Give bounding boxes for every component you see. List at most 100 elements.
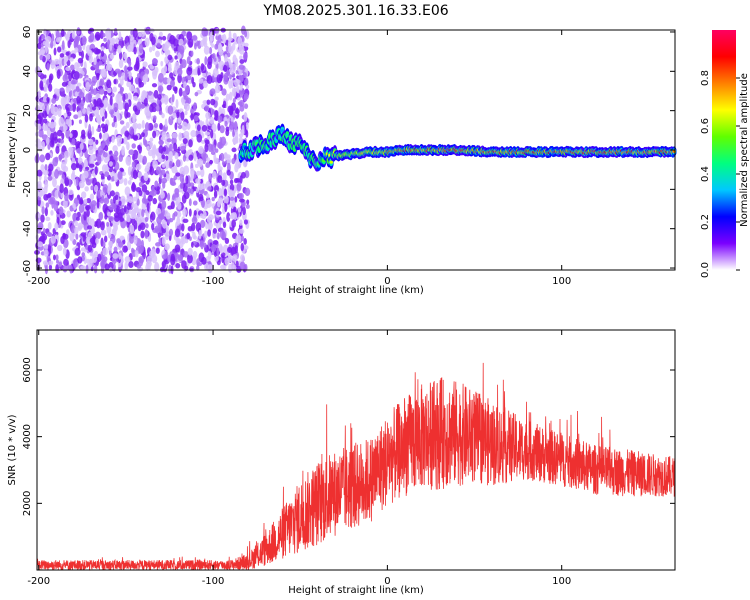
spectrogram-noise-cell <box>237 207 242 213</box>
spectrogram-noise-cell <box>102 33 106 38</box>
spectrogram-noise-cell <box>238 64 245 70</box>
spectrogram-noise-cell <box>89 193 95 201</box>
snr-x-ticks: -200 -100 0 100 <box>27 330 571 587</box>
spectrogram-noise-cell <box>64 193 69 202</box>
spectrogram-noise-cell <box>130 247 135 254</box>
spectrogram-noise-cell <box>138 256 145 264</box>
spectrogram-noise-cell <box>232 206 237 213</box>
spectrogram-noise-cell <box>74 247 81 256</box>
spectrogram-noise-cell <box>138 32 142 38</box>
spectrogram-noise-cell <box>102 139 106 148</box>
spectrogram-noise-cell <box>204 56 208 66</box>
spectrogram-noise-cell <box>100 173 105 180</box>
spectrogram-noise-cell <box>95 112 100 118</box>
spectrogram-noise-cell <box>132 105 138 112</box>
spectrogram-noise-cell <box>80 265 87 271</box>
spectrogram-noise-cell <box>215 210 222 216</box>
spectrogram-noise-cell <box>75 86 80 93</box>
spectrogram-noise-cell <box>45 152 51 161</box>
spectrogram-ridge-core <box>280 129 285 133</box>
spectrogram-noise-cell <box>161 254 168 260</box>
spectrogram-y-tick-label: 20 <box>22 104 33 117</box>
spectrogram-noise-cell <box>129 234 135 244</box>
spectrogram-noise-cell <box>67 39 71 49</box>
spectrogram-noise-cell <box>55 37 61 43</box>
spectrogram-noise-cell <box>149 137 154 142</box>
spectrogram-noise-cell <box>39 54 43 61</box>
spectrogram-noise-cell <box>55 30 60 39</box>
spectrogram-noise-cell <box>113 79 117 85</box>
spectrogram-noise-cell <box>161 219 167 229</box>
spectrogram-noise-cell <box>66 107 70 115</box>
spectrogram-noise-cell <box>227 39 232 49</box>
spectrogram-noise-cell <box>138 181 144 187</box>
spectrogram-noise-cell <box>61 132 65 140</box>
colorbar-label: Normalized spectral amplitude <box>739 73 750 227</box>
spectrogram-noise-cell <box>71 103 77 112</box>
spectrogram-noise-cell <box>53 47 57 56</box>
spectrogram-noise-cell <box>158 237 162 245</box>
spectrogram-noise-cell <box>158 140 165 145</box>
spectrogram-noise-cell <box>193 115 199 122</box>
spectrogram-noise-cell <box>184 110 188 116</box>
spectrogram-noise-cell <box>164 231 170 241</box>
spectrogram-noise-cell <box>121 72 125 81</box>
spectrogram-noise-cell <box>84 114 89 123</box>
spectrogram-noise-cell <box>141 119 145 129</box>
spectrogram-x-tick-label: -200 <box>27 276 50 287</box>
spectrogram-noise-cell <box>64 177 70 187</box>
spectrogram-noise-cell <box>230 79 234 89</box>
spectrogram-noise-cell <box>178 132 183 141</box>
spectrogram-noise-cell <box>159 169 163 179</box>
spectrogram-noise-cell <box>79 197 83 205</box>
spectrogram-noise-cell <box>89 113 93 122</box>
spectrogram-noise-cell <box>102 126 107 134</box>
spectrogram-noise-cell <box>103 37 107 42</box>
spectrogram-noise-cell <box>237 43 242 48</box>
spectrogram-noise-cell <box>121 145 125 156</box>
spectrogram-noise-cell <box>144 216 149 222</box>
spectrogram-y-tick-label: -40 <box>22 221 33 237</box>
spectrogram-noise-cell <box>174 244 181 253</box>
spectrogram-noise-cell <box>201 27 208 37</box>
spectrogram-noise-cell <box>104 171 110 177</box>
spectrogram-noise-cell <box>133 63 140 72</box>
colorbar-ticks: 0.0 0.2 0.4 0.6 0.8 <box>700 70 740 278</box>
spectrogram-noise-cell <box>87 138 94 146</box>
spectrogram-noise-cell <box>194 91 199 97</box>
spectrogram-noise-cell <box>144 139 148 147</box>
spectrogram-noise-cell <box>218 187 222 197</box>
spectrogram-noise-cell <box>196 133 203 143</box>
spectrogram-noise-cell <box>237 101 243 106</box>
spectrogram-noise-cell <box>198 78 204 84</box>
spectrogram-ridge <box>238 123 677 172</box>
spectrogram-noise-cell <box>217 115 223 124</box>
spectrogram-noise-cell <box>44 41 50 47</box>
spectrogram-noise-cell <box>106 79 112 89</box>
spectrogram-noise-cell <box>132 134 139 140</box>
spectrogram-noise-cell <box>208 159 214 165</box>
spectrogram-noise-cell <box>67 189 74 196</box>
spectrogram-noise-cell <box>204 105 210 112</box>
colorbar-tick-label: 0.2 <box>700 214 711 230</box>
spectrogram-noise-cell <box>107 63 113 72</box>
spectrogram-noise-cell <box>203 45 210 55</box>
spectrogram-noise-cell <box>160 187 164 196</box>
spectrogram-noise-cell <box>231 219 236 228</box>
spectrogram-noise-cell <box>175 159 181 168</box>
spectrogram-noise-cell <box>59 183 64 194</box>
spectrogram-noise-cell <box>132 116 136 124</box>
spectrogram-noise-cell <box>59 87 65 92</box>
spectrogram-y-tick-label: 0 <box>22 147 33 153</box>
spectrogram-x-tick-label: -100 <box>202 276 225 287</box>
spectrogram-noise-cell <box>133 235 138 245</box>
spectrogram-noise-cell <box>44 163 48 172</box>
spectrogram-noise-cell <box>37 71 42 76</box>
spectrogram-noise-cell <box>142 77 146 83</box>
spectrogram-noise-cell <box>193 42 197 50</box>
spectrogram-noise-cell <box>101 178 105 185</box>
spectrogram-noise-cell <box>85 264 89 274</box>
spectrogram-noise-cell <box>144 37 150 47</box>
spectrogram-noise-cell <box>229 74 232 80</box>
